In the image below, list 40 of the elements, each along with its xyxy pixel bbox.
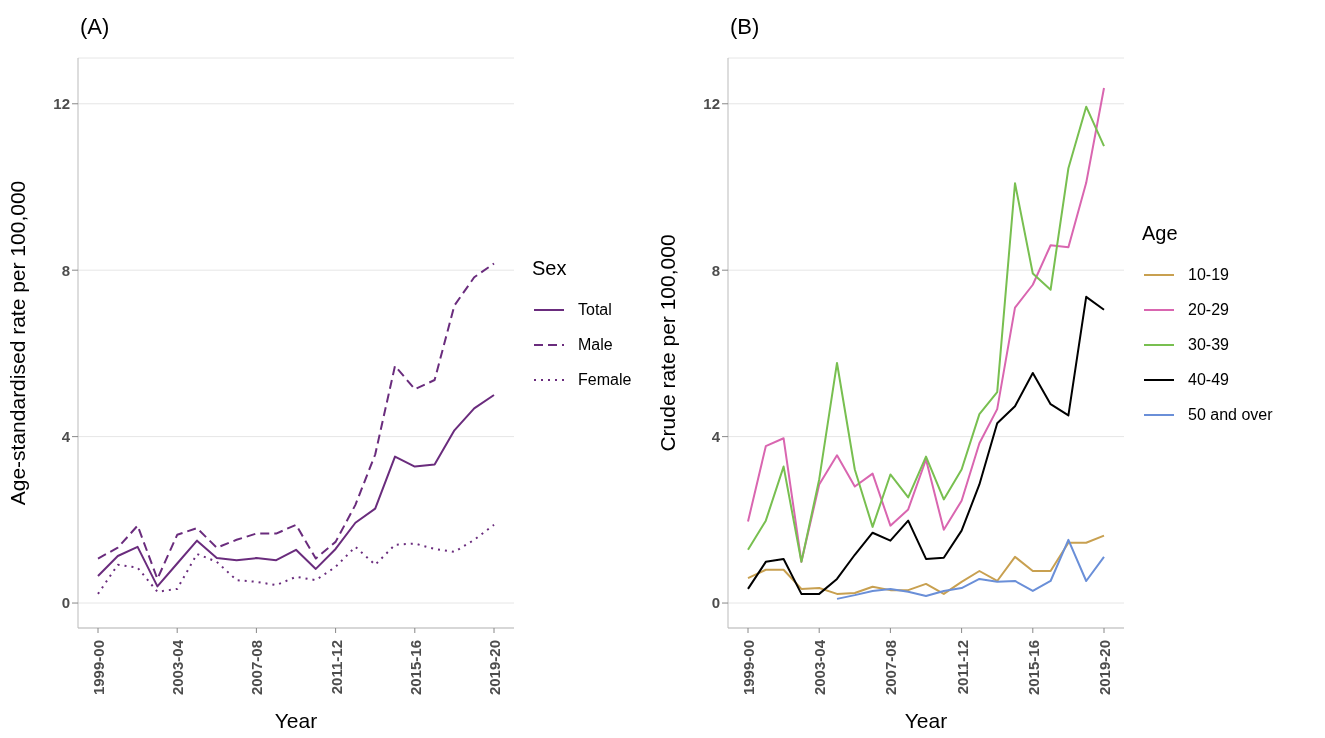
y-axis-title: Age-standardised rate per 100,000 <box>6 180 30 506</box>
legend-label: 50 and over <box>1188 405 1273 424</box>
x-axis-title: Year <box>904 709 948 732</box>
x-tick-label: 2003-04 <box>811 639 829 696</box>
y-tick-label: 0 <box>61 594 70 612</box>
legend-label: 10-19 <box>1188 265 1229 284</box>
x-tick-label: 2019-20 <box>486 640 503 696</box>
x-tick-label: 2015-16 <box>1024 640 1042 696</box>
x-tick-label: 2019-20 <box>1096 640 1113 696</box>
x-tick-label: 2011-12 <box>953 640 971 695</box>
y-tick-label: 8 <box>61 261 70 279</box>
chart-title: (B) <box>729 13 761 41</box>
y-tick-label: 12 <box>53 95 70 113</box>
x-tick-label: 1999-00 <box>740 640 757 696</box>
legend-label: 20-29 <box>1188 300 1229 319</box>
x-tick-label: 2011-12 <box>327 640 345 695</box>
y-tick-label: 12 <box>703 95 720 113</box>
line-series <box>747 534 1105 595</box>
legend-title: Sex <box>532 257 568 280</box>
x-axis-title: Year <box>274 709 318 732</box>
legend-label: 40-49 <box>1188 370 1229 389</box>
legend-label: 30-39 <box>1188 335 1229 354</box>
legend-title: Age <box>1142 222 1179 245</box>
legend-label: Female <box>578 370 632 389</box>
x-tick-label: 2007-08 <box>248 640 266 696</box>
x-tick-label: 2003-04 <box>169 639 187 696</box>
x-tick-label: 2007-08 <box>882 640 900 696</box>
chart-title: (A) <box>79 13 111 41</box>
line-series <box>836 538 1105 600</box>
y-tick-label: 0 <box>711 594 720 612</box>
y-tick-label: 8 <box>711 261 720 279</box>
y-axis-title: Crude rate per 100,000 <box>656 234 680 452</box>
legend-label: Total <box>578 300 612 319</box>
x-tick-label: 1999-00 <box>90 640 107 696</box>
y-tick-label: 4 <box>61 427 71 445</box>
y-tick-label: 4 <box>711 427 721 445</box>
line-series <box>747 295 1105 595</box>
x-tick-label: 2015-16 <box>406 640 424 696</box>
legend-label: Male <box>578 335 613 354</box>
line-series <box>97 523 495 595</box>
